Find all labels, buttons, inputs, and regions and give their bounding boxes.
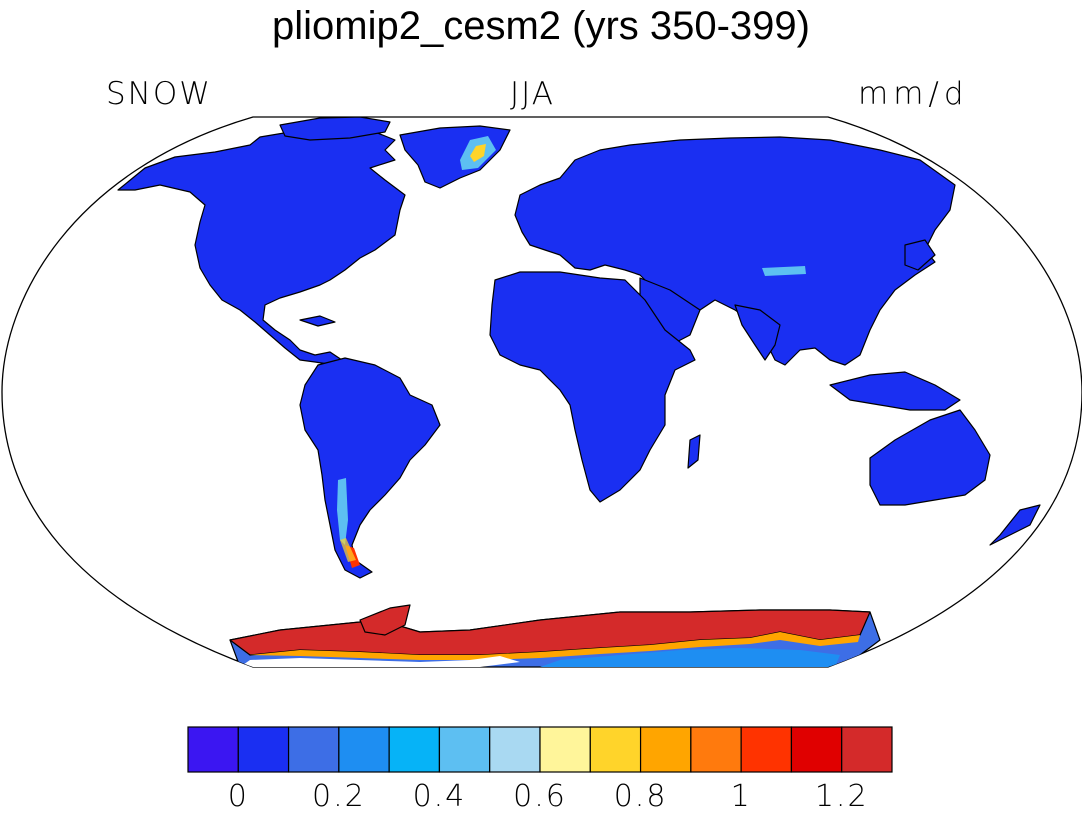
colorbar-swatch — [690, 726, 742, 773]
tibet-snow-patch — [762, 266, 806, 276]
madagascar-island — [687, 434, 701, 469]
variable-label: SNOW — [106, 76, 212, 112]
india-subcontinent — [734, 304, 781, 361]
colorbar-swatch — [489, 726, 541, 773]
cuba-island — [299, 315, 336, 327]
andes-snow-strip — [337, 478, 348, 545]
antarctica-interior-blue — [540, 648, 840, 667]
patagonia-snow-ring — [340, 538, 356, 562]
colorbar-tick-label: 1 — [730, 779, 752, 814]
japan-islands — [904, 239, 936, 271]
colorbar-swatch — [287, 726, 340, 773]
colorbar-swatch — [740, 726, 793, 773]
australia-landmass — [869, 409, 991, 506]
arctic-islands — [279, 117, 391, 141]
colorbar-swatch — [790, 726, 843, 773]
colorbar-swatch — [187, 726, 239, 773]
antarctica-peninsula — [359, 604, 411, 636]
colorbar-swatch — [539, 726, 591, 773]
south-america-landmass — [299, 357, 441, 579]
colorbar-swatch — [338, 726, 390, 773]
greenland-snow-core — [470, 144, 486, 162]
units-label: mm/d — [858, 76, 969, 112]
colorbar-tick-label: 0 — [227, 779, 249, 814]
plot-title: pliomip2_cesm2 (yrs 350-399) — [271, 4, 810, 48]
colorbar-tick-label: 0.4 — [412, 779, 467, 814]
colorbar-swatch — [589, 726, 642, 773]
colorbar-swatch — [438, 726, 491, 773]
colorbar-tick-label: 0.6 — [513, 779, 567, 814]
colorbar-swatch — [388, 726, 441, 773]
colorbar-tick-label: 0.8 — [613, 779, 668, 814]
maritime-asia — [829, 371, 961, 411]
antarctica-coastal-snow-mid — [250, 632, 860, 660]
africa-landmass — [489, 271, 696, 503]
eurasia-landmass — [514, 136, 956, 366]
season-label: JJA — [510, 76, 555, 112]
colorbar-tick-label: 0.2 — [311, 779, 366, 814]
colorbar-tick-label: 1.2 — [814, 779, 869, 814]
colorbar-swatch — [639, 726, 692, 773]
colorbar-swatch — [841, 726, 893, 773]
new-zealand-island — [989, 504, 1041, 546]
colorbar-swatch — [237, 726, 290, 773]
antarctica-interior-white — [240, 656, 520, 667]
colorbar — [187, 726, 893, 773]
